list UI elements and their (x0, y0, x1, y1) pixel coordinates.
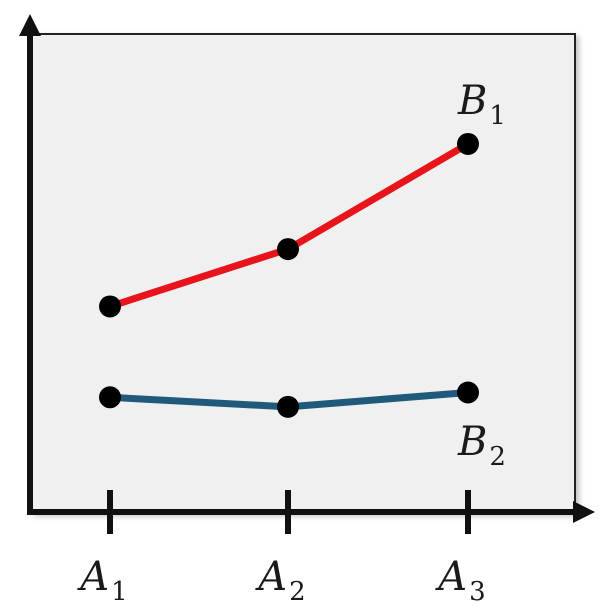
series-label-2: B2 (457, 419, 506, 472)
series-1-point-1 (99, 295, 121, 318)
labels: A1 A2 A3 B1 B2 (76, 78, 506, 607)
series-1-point-3 (457, 132, 479, 155)
x-tick-label-3: A3 (434, 554, 485, 607)
x-ticks (107, 490, 471, 534)
series-2-point-3 (457, 381, 479, 404)
axes (19, 14, 595, 523)
series-2-point-1 (99, 386, 121, 409)
series-label-1: B1 (457, 78, 506, 131)
x-tick-label-1: A1 (76, 554, 127, 607)
plot-background (31, 33, 576, 513)
series-1-point-2 (277, 238, 299, 261)
x-axis-arrow-icon (573, 501, 595, 523)
series-2-point-2 (277, 395, 299, 418)
y-axis-arrow-icon (19, 14, 41, 36)
series-layer (99, 132, 479, 418)
x-tick-label-2: A2 (254, 554, 305, 607)
